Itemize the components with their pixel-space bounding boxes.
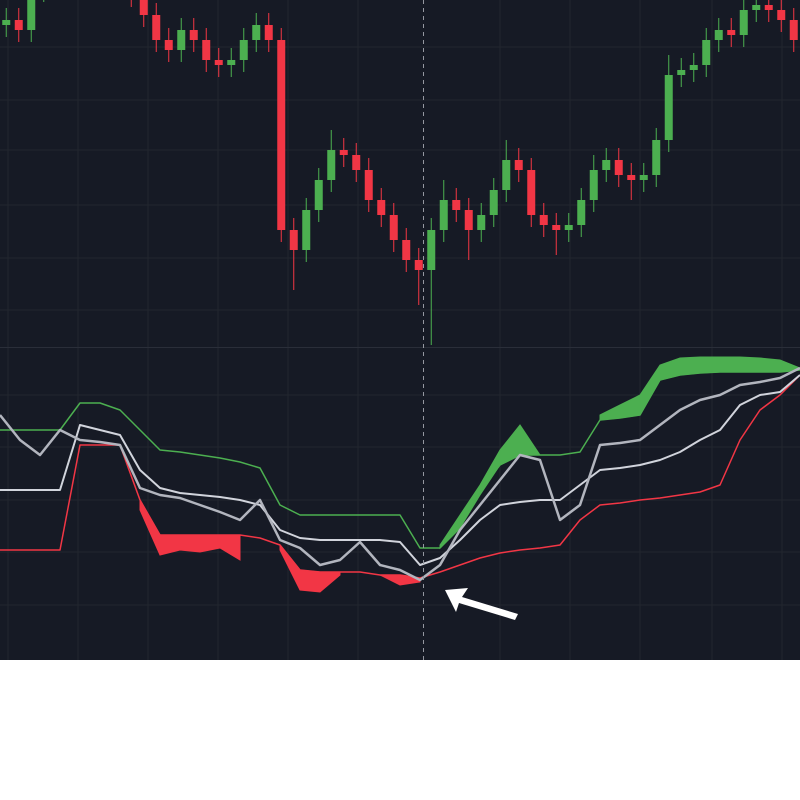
- candle-body: [689, 65, 698, 70]
- candle-body: [139, 0, 148, 15]
- candle-body: [614, 160, 623, 175]
- candle-body: [552, 225, 561, 230]
- candle-body: [152, 15, 161, 40]
- arrow: [445, 588, 518, 620]
- indicator-line: [0, 374, 800, 579]
- candle-body: [264, 25, 273, 40]
- candle-body: [14, 20, 23, 30]
- candle-body: [527, 170, 536, 215]
- candle-body: [489, 190, 498, 215]
- candle-body: [727, 30, 736, 35]
- candle-body: [277, 40, 286, 230]
- candle-body: [377, 200, 386, 215]
- candle-body: [577, 200, 586, 225]
- chart-background: [0, 0, 800, 660]
- candle-body: [589, 170, 598, 200]
- indicator-line: [0, 374, 800, 566]
- candle-body: [327, 150, 336, 180]
- candle-body: [539, 215, 548, 225]
- candle-body: [764, 5, 773, 10]
- candle-body: [477, 215, 486, 230]
- candle-body: [27, 0, 36, 30]
- candle-body: [352, 155, 361, 170]
- candle-body: [677, 70, 686, 75]
- candle-body: [302, 210, 311, 250]
- candle-body: [289, 230, 298, 250]
- indicator-line: [0, 366, 800, 582]
- candle-body: [652, 140, 661, 175]
- candle-body: [502, 160, 511, 190]
- candle-body: [239, 40, 248, 60]
- candle-body: [702, 40, 711, 65]
- candle-body: [414, 260, 423, 270]
- candle-body: [664, 75, 673, 140]
- candle-body: [189, 30, 198, 40]
- candle-body: [752, 5, 761, 10]
- candle-body: [639, 175, 648, 180]
- candle-body: [427, 230, 436, 270]
- candle-body: [2, 20, 11, 25]
- candle-body: [214, 60, 223, 65]
- candle-body: [439, 200, 448, 230]
- candle-body: [627, 175, 636, 180]
- candle-body: [739, 10, 748, 35]
- candle-body: [514, 160, 523, 170]
- candle-body: [164, 40, 173, 50]
- candle-body: [789, 20, 798, 40]
- candle-body: [452, 200, 461, 210]
- candle-body: [202, 40, 211, 60]
- candle-body: [364, 170, 373, 200]
- candle-body: [777, 10, 786, 20]
- candle-body: [564, 225, 573, 230]
- indicator-line: [0, 369, 800, 549]
- candle-body: [314, 180, 323, 210]
- price-pane: [2, 0, 798, 345]
- candle-body: [389, 215, 398, 240]
- candle-body: [177, 30, 186, 50]
- candle-body: [464, 210, 473, 230]
- candle-body: [227, 60, 236, 65]
- indicator-pane: [0, 356, 800, 593]
- candle-body: [252, 25, 261, 40]
- candle-body: [402, 240, 411, 260]
- candle-body: [714, 30, 723, 40]
- candle-body: [602, 160, 611, 170]
- candle-body: [339, 150, 348, 155]
